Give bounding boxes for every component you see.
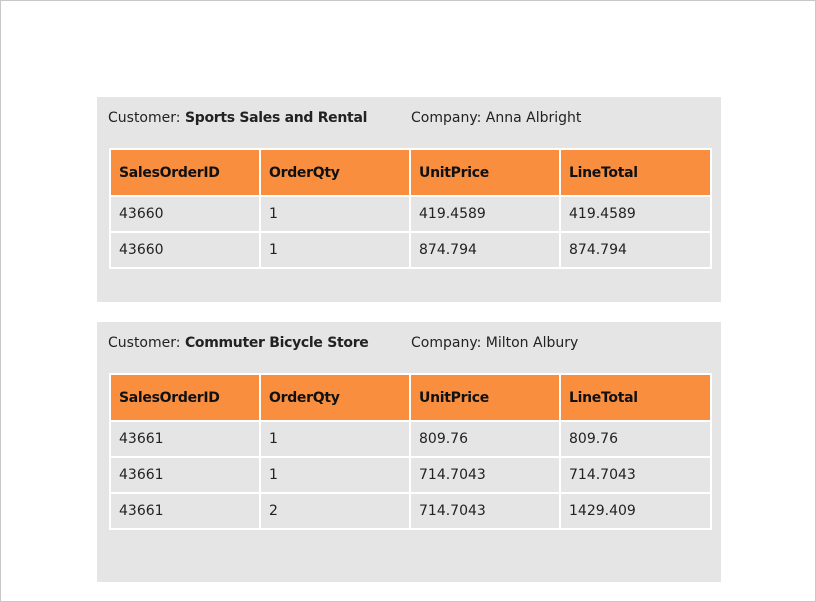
column-header-linetotal: LineTotal [559, 148, 712, 197]
cell-linetotal: 1429.409 [559, 492, 712, 530]
cell-salesorderid: 43661 [109, 420, 261, 458]
customer-group: Customer: Commuter Bicycle Store Company… [97, 322, 721, 582]
cell-salesorderid: 43661 [109, 492, 261, 530]
column-header-orderqty: OrderQty [259, 373, 411, 422]
table-row: 43661 2 714.7043 1429.409 [109, 492, 712, 530]
orders-table: SalesOrderID OrderQty UnitPrice LineTota… [109, 148, 712, 269]
cell-linetotal: 714.7043 [559, 456, 712, 494]
column-header-salesorderid: SalesOrderID [109, 373, 261, 422]
column-header-orderqty: OrderQty [259, 148, 411, 197]
table-header-row: SalesOrderID OrderQty UnitPrice LineTota… [109, 148, 712, 197]
customer-name: Commuter Bicycle Store [184, 335, 369, 351]
table-header-row: SalesOrderID OrderQty UnitPrice LineTota… [109, 373, 712, 422]
company-name: Milton Albury [485, 335, 579, 351]
cell-orderqty: 1 [259, 456, 411, 494]
cell-linetotal: 419.4589 [559, 195, 712, 233]
customer-label: Customer: [108, 335, 185, 351]
table-row: 43661 1 714.7043 714.7043 [109, 456, 712, 494]
customer-name: Sports Sales and Rental [184, 110, 368, 126]
cell-unitprice: 714.7043 [409, 456, 561, 494]
customer-label: Customer: [108, 110, 185, 126]
company-field: Company: Anna Albright [411, 109, 581, 127]
cell-unitprice: 809.76 [409, 420, 561, 458]
column-header-unitprice: UnitPrice [409, 373, 561, 422]
cell-linetotal: 874.794 [559, 231, 712, 269]
column-header-unitprice: UnitPrice [409, 148, 561, 197]
cell-unitprice: 714.7043 [409, 492, 561, 530]
cell-orderqty: 1 [259, 420, 411, 458]
cell-salesorderid: 43660 [109, 195, 261, 233]
cell-orderqty: 2 [259, 492, 411, 530]
company-label: Company: [411, 110, 486, 126]
cell-salesorderid: 43660 [109, 231, 261, 269]
column-header-salesorderid: SalesOrderID [109, 148, 261, 197]
company-field: Company: Milton Albury [411, 334, 578, 352]
table-row: 43660 1 419.4589 419.4589 [109, 195, 712, 233]
company-label: Company: [411, 335, 486, 351]
table-row: 43660 1 874.794 874.794 [109, 231, 712, 269]
cell-salesorderid: 43661 [109, 456, 261, 494]
cell-orderqty: 1 [259, 195, 411, 233]
company-name: Anna Albright [485, 110, 582, 126]
orders-table: SalesOrderID OrderQty UnitPrice LineTota… [109, 373, 712, 530]
cell-orderqty: 1 [259, 231, 411, 269]
group-header: Customer: Commuter Bicycle Store Company… [108, 334, 721, 352]
column-header-linetotal: LineTotal [559, 373, 712, 422]
customer-group: Customer: Sports Sales and Rental Compan… [97, 97, 721, 302]
group-header: Customer: Sports Sales and Rental Compan… [108, 109, 721, 127]
cell-linetotal: 809.76 [559, 420, 712, 458]
table-row: 43661 1 809.76 809.76 [109, 420, 712, 458]
cell-unitprice: 874.794 [409, 231, 561, 269]
cell-unitprice: 419.4589 [409, 195, 561, 233]
